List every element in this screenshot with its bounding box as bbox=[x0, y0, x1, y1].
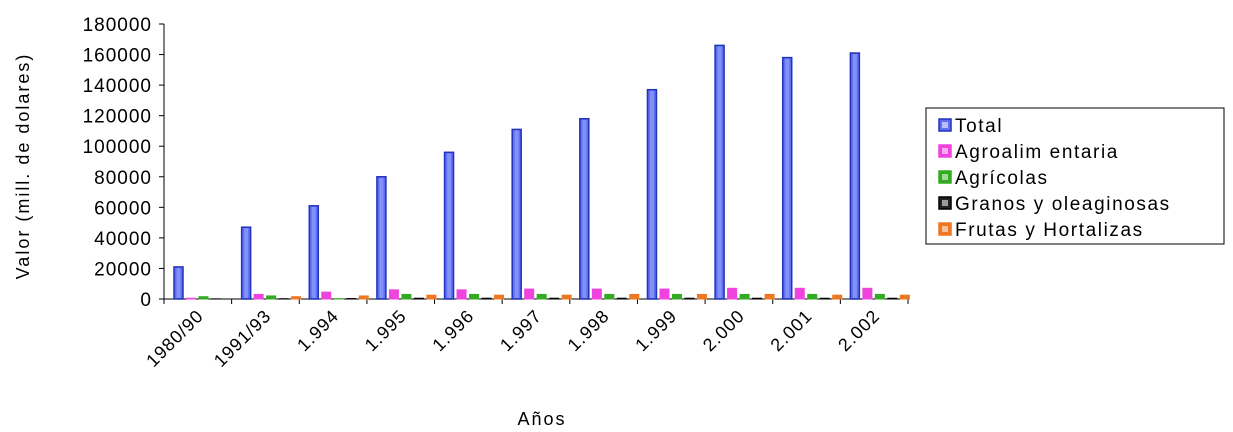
bar-agr-colas bbox=[470, 294, 479, 299]
y-tick-label: 160000 bbox=[83, 46, 152, 67]
legend-swatch-highlight bbox=[942, 148, 948, 154]
legend: Total Agroalim entaria Agrícolas Granos y o… bbox=[926, 108, 1224, 244]
bar-agroalim-entaria bbox=[592, 289, 601, 299]
x-tick-label: 1980/90 bbox=[142, 306, 207, 371]
y-axis: 0 20000 40000 60000 80000 100000 120000 140000 1… bbox=[83, 15, 164, 311]
bar-agroalim-entaria bbox=[322, 292, 331, 299]
legend-swatch-highlight bbox=[942, 226, 948, 232]
bar-agroalim-entaria bbox=[525, 289, 534, 299]
y-tick-label: 100000 bbox=[83, 137, 152, 158]
y-tick-label: 20000 bbox=[94, 259, 152, 280]
bar-frutas-y-hortalizas bbox=[900, 295, 909, 299]
legend-label: Total bbox=[955, 116, 1003, 137]
bar-agr-colas bbox=[740, 294, 749, 299]
bar-agroalim-entaria bbox=[728, 288, 737, 299]
y-tick-label: 80000 bbox=[94, 168, 152, 189]
x-tick-label: 2.000 bbox=[699, 306, 749, 356]
legend-label: Agroalim entaria bbox=[955, 142, 1119, 163]
bar-frutas-y-hortalizas bbox=[630, 294, 639, 299]
bar-agr-colas bbox=[537, 294, 546, 299]
y-axis-title: Valor (mill. de dolares) bbox=[13, 53, 33, 280]
legend-swatch-highlight bbox=[942, 174, 948, 180]
x-tick-label: 1991/93 bbox=[210, 306, 275, 371]
bar-agroalim-entaria bbox=[187, 298, 196, 299]
bar-agroalim-entaria bbox=[660, 289, 669, 299]
bar-highlight bbox=[515, 130, 519, 298]
bar-granos-y-oleaginosas bbox=[550, 298, 559, 299]
y-tick-label: 40000 bbox=[94, 229, 152, 250]
bar-agr-colas bbox=[808, 294, 817, 299]
bar-highlight bbox=[650, 91, 654, 298]
bar-highlight bbox=[853, 54, 857, 298]
bar-highlight bbox=[379, 178, 383, 298]
bar-frutas-y-hortalizas bbox=[562, 295, 571, 299]
y-tick-label: 0 bbox=[140, 290, 152, 311]
bar-highlight bbox=[718, 46, 722, 298]
bar-granos-y-oleaginosas bbox=[685, 298, 694, 299]
bar-granos-y-oleaginosas bbox=[414, 298, 423, 299]
bar-agroalim-entaria bbox=[389, 290, 398, 299]
legend-swatch-highlight bbox=[942, 200, 948, 206]
bar-granos-y-oleaginosas bbox=[753, 298, 762, 299]
y-tick-label: 60000 bbox=[94, 198, 152, 219]
x-tick-label: 2.001 bbox=[767, 306, 817, 356]
bar-agroalim-entaria bbox=[457, 290, 466, 299]
bar-frutas-y-hortalizas bbox=[495, 295, 504, 299]
bar-agr-colas bbox=[605, 294, 614, 299]
bar-agr-colas bbox=[402, 294, 411, 299]
bar-highlight bbox=[447, 153, 451, 298]
bar-highlight bbox=[582, 120, 586, 298]
y-tick-label: 140000 bbox=[83, 76, 152, 97]
bar-frutas-y-hortalizas bbox=[697, 294, 706, 299]
bar-highlight bbox=[177, 268, 181, 298]
bar-agr-colas bbox=[267, 296, 276, 299]
x-tick-label: 1.995 bbox=[361, 306, 411, 356]
bar-granos-y-oleaginosas bbox=[617, 298, 626, 299]
y-tick-label: 180000 bbox=[83, 15, 152, 36]
y-tick-label: 120000 bbox=[83, 107, 152, 128]
bar-highlight bbox=[312, 207, 316, 298]
x-tick-label: 1.996 bbox=[428, 306, 478, 356]
bar-agroalim-entaria bbox=[254, 294, 263, 299]
x-tick-label: 1.997 bbox=[496, 306, 546, 356]
bar-granos-y-oleaginosas bbox=[482, 298, 491, 299]
bar-agr-colas bbox=[199, 297, 208, 299]
bar-frutas-y-hortalizas bbox=[427, 295, 436, 299]
x-tick-label: 1.999 bbox=[631, 306, 681, 356]
x-tick-label: 1.994 bbox=[293, 306, 343, 356]
bar-frutas-y-hortalizas bbox=[765, 294, 774, 299]
bar-frutas-y-hortalizas bbox=[359, 296, 368, 299]
bar-highlight bbox=[244, 228, 248, 298]
legend-label: Frutas y Hortalizas bbox=[955, 220, 1144, 241]
legend-label: Agrícolas bbox=[955, 168, 1049, 189]
bar-granos-y-oleaginosas bbox=[888, 298, 897, 299]
bar-agr-colas bbox=[672, 294, 681, 299]
x-axis-title: Años bbox=[517, 409, 566, 427]
legend-label: Granos y oleaginosas bbox=[955, 194, 1171, 215]
bar-frutas-y-hortalizas bbox=[833, 295, 842, 299]
bar-agroalim-entaria bbox=[863, 288, 872, 299]
bar-agroalim-entaria bbox=[795, 288, 804, 299]
bar-frutas-y-hortalizas bbox=[292, 297, 301, 299]
bar-granos-y-oleaginosas bbox=[820, 298, 829, 299]
bars bbox=[174, 45, 909, 299]
x-tick-label: 1.998 bbox=[564, 306, 614, 356]
x-tick-label: 2.002 bbox=[834, 306, 884, 356]
bar-highlight bbox=[785, 59, 789, 298]
legend-swatch-highlight bbox=[942, 122, 948, 128]
bar-agr-colas bbox=[875, 294, 884, 299]
